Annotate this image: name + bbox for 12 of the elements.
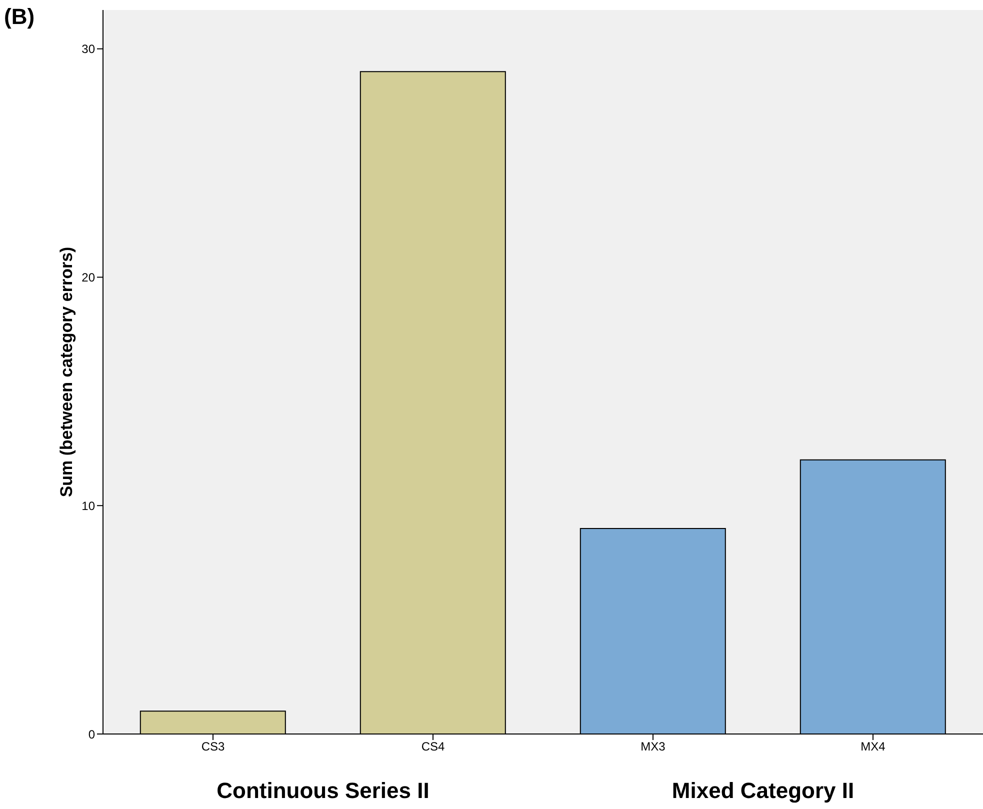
x-tick-label: CS4 bbox=[421, 740, 445, 754]
y-axis-title: Sum (between category errors) bbox=[57, 246, 76, 498]
chart-title: (B) bbox=[4, 4, 35, 30]
text: Mixed Category II bbox=[670, 778, 856, 804]
y-tick-label: 20 bbox=[82, 270, 96, 284]
text: Continuous Series II bbox=[216, 778, 430, 804]
x-tick-label: CS3 bbox=[201, 740, 225, 754]
y-tick-label: 0 bbox=[88, 727, 96, 742]
y-tick-label: 30 bbox=[82, 42, 96, 56]
x-tick-label: MX3 bbox=[640, 740, 666, 754]
x-tick-label: MX4 bbox=[860, 740, 886, 754]
y-tick-label: 10 bbox=[82, 498, 96, 513]
